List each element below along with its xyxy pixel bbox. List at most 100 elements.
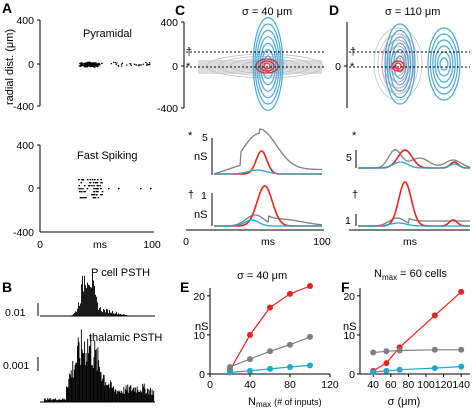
x-tick-label: 80 — [284, 379, 296, 391]
raster-dot — [83, 191, 85, 193]
panel-d-row2-cyan-trace — [358, 161, 470, 169]
panel-d-contours — [373, 23, 461, 105]
panel-c-row2-gray-trace — [213, 128, 322, 175]
psth-bar — [88, 353, 89, 402]
psth-bar — [126, 314, 127, 316]
psth-bar — [105, 312, 106, 316]
panel-a-pyramidal-scatter — [78, 61, 151, 68]
panel-c-row3-gray-trace — [214, 214, 323, 227]
panel-c-xtick-0: 0 — [183, 236, 189, 248]
panel-c-title: σ = 40 μm — [242, 6, 292, 18]
psth-bar — [110, 380, 111, 402]
panel-f-title-n: N — [374, 268, 382, 280]
raster-dot — [83, 63, 85, 65]
raster-dot — [86, 66, 88, 68]
panel-e-chart: 0 10 20 0 40 80 120 — [193, 283, 339, 391]
panel-b-scale-top: 0.01 — [5, 307, 26, 319]
y-tick-label: 10 — [343, 330, 355, 342]
psth-bar — [55, 399, 57, 402]
psth-bar — [121, 314, 122, 316]
red-series-line — [372, 291, 462, 372]
cyan-series-point — [370, 369, 377, 375]
gray-series-point — [383, 348, 390, 355]
psth-bar — [148, 394, 150, 402]
psth-bar — [124, 393, 126, 402]
raster-dot — [95, 63, 98, 65]
panel-c-contours — [206, 16, 324, 112]
raster-dot — [90, 64, 92, 66]
psth-bar — [98, 310, 99, 316]
raster-dot — [95, 188, 97, 190]
raster-dot — [89, 63, 91, 65]
panel-a-ylabel: radial dist. (μm) — [4, 29, 16, 105]
raster-dot — [78, 179, 80, 181]
red-contour — [394, 62, 402, 70]
blue-contour — [388, 36, 412, 92]
raster-dot — [86, 179, 89, 181]
raster-dot — [83, 66, 86, 68]
psth-bar — [115, 313, 116, 316]
panel-e-xlabel-n: N — [248, 396, 256, 408]
raster-dot — [92, 197, 95, 199]
raster-dot — [130, 63, 132, 65]
raster-dot — [93, 64, 95, 67]
psth-bar — [80, 329, 82, 402]
raster-dot — [80, 188, 82, 190]
psth-bar — [97, 302, 98, 316]
psth-bar — [80, 303, 81, 316]
red-series-line — [229, 285, 311, 371]
raster-dot — [95, 191, 98, 193]
psth-bar — [86, 361, 88, 402]
panel-c-row2-cyan-trace — [214, 169, 322, 175]
y-tick-label: 20 — [193, 291, 205, 303]
raster-dot — [148, 62, 151, 64]
raster-dot — [110, 63, 113, 65]
panel-e-title: σ = 40 μm — [237, 270, 287, 282]
panel-f-chart: 0 10 20 40 60 80 100 120 140 — [343, 288, 470, 391]
psth-bar — [104, 385, 106, 402]
raster-dot — [98, 62, 100, 65]
psth-bar — [84, 341, 85, 402]
raster-dot — [101, 194, 103, 196]
x-tick-label: 60 — [385, 379, 397, 391]
psth-bar — [109, 309, 110, 316]
raster-dot — [145, 61, 147, 64]
raster-dot — [120, 65, 123, 67]
raster-dot — [93, 194, 96, 196]
psth-bar — [77, 308, 78, 316]
panel-d-xlabel: ms — [403, 236, 417, 248]
cyan-series-point — [396, 366, 403, 373]
gray-series-point — [307, 333, 313, 340]
psth-bar — [104, 309, 105, 316]
cyan-series-point — [247, 367, 253, 374]
psth-bar — [117, 314, 118, 316]
raster-dot — [140, 64, 142, 66]
psth-bar — [45, 400, 47, 402]
psth-bar — [60, 399, 62, 402]
panel-d-row3-dagger: † — [352, 189, 358, 201]
raster-dot — [78, 185, 80, 187]
panel-e-letter: E — [180, 279, 189, 295]
panel-c-row3-dagger: † — [188, 189, 194, 201]
psth-bar — [75, 362, 77, 402]
raster-dot — [86, 65, 88, 67]
psth-bar — [81, 284, 82, 316]
red-series-point — [267, 304, 273, 311]
raster-dot — [94, 197, 97, 199]
gray-series-point — [227, 364, 233, 370]
psth-bar — [128, 392, 129, 402]
raster-dot — [93, 197, 96, 199]
panel-a-fast-spiking-scatter — [78, 179, 152, 199]
psth-bar — [71, 377, 73, 402]
raster-dot — [78, 188, 80, 190]
panel-d-row3-red-trace — [358, 181, 470, 227]
psth-bar — [73, 314, 74, 316]
psth-bar — [79, 357, 81, 402]
psth-bar — [72, 360, 74, 402]
raster-dot — [97, 64, 100, 66]
psth-bar — [135, 387, 137, 402]
panel-c-letter: C — [175, 2, 185, 18]
psth-bar — [124, 314, 125, 316]
psth-bar — [153, 390, 155, 402]
